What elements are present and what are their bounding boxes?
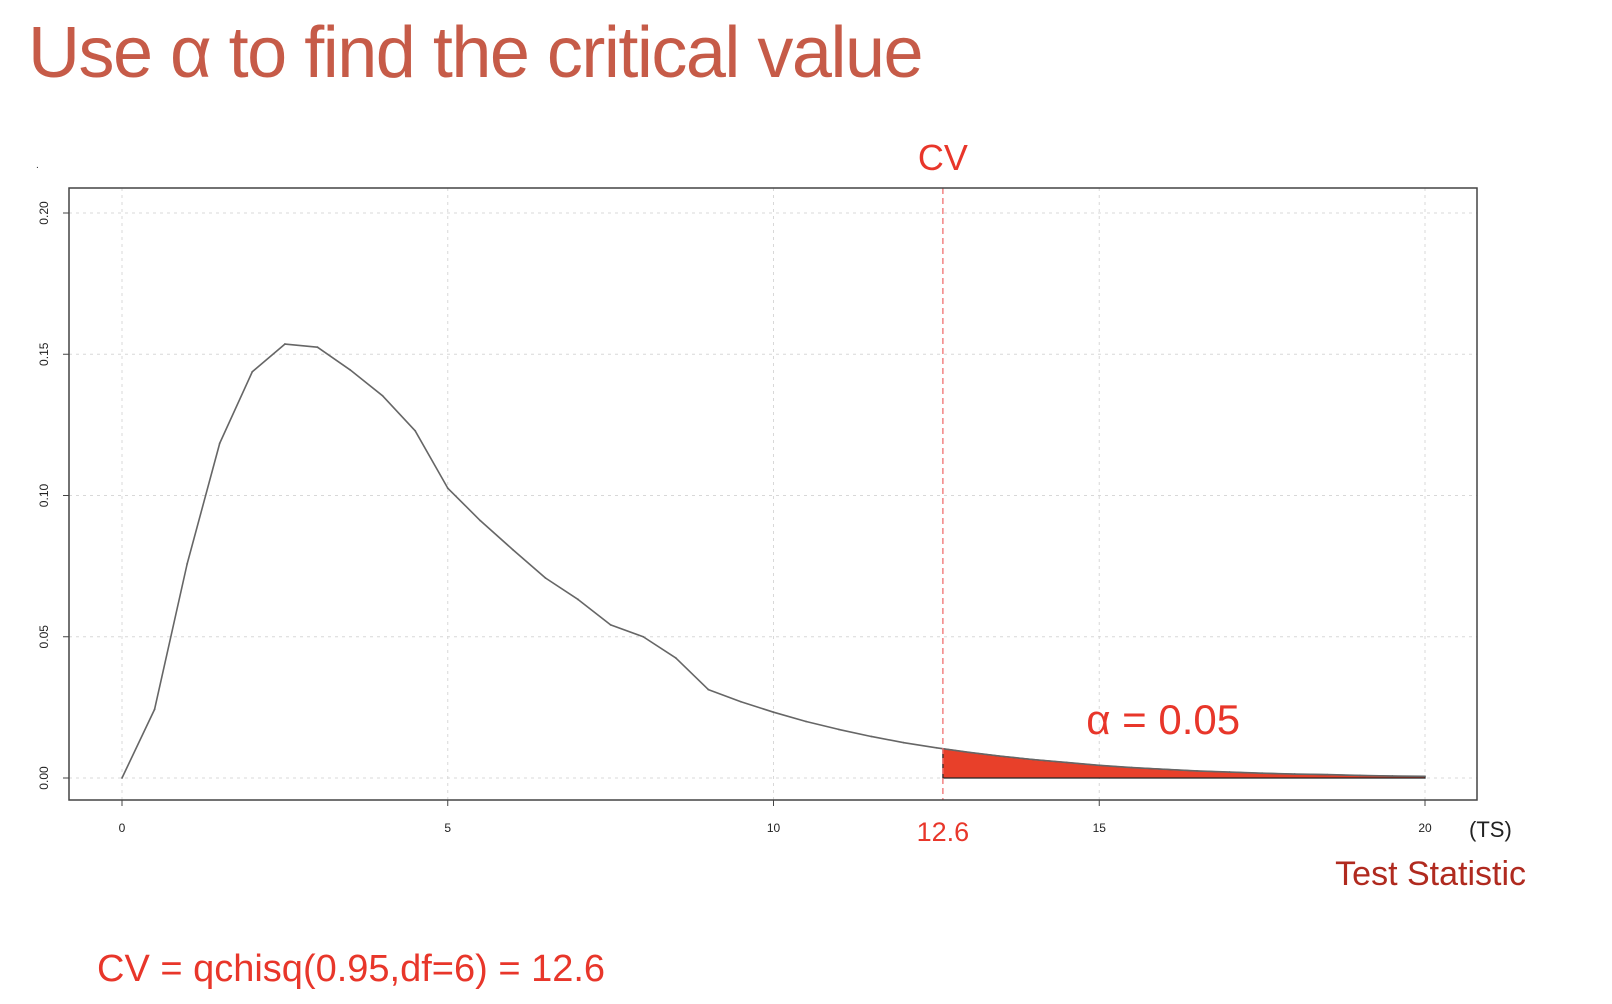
curve-point [1358, 774, 1361, 777]
x-tick-label: 15 [1093, 821, 1107, 835]
curve-point [642, 635, 645, 638]
curve-point [1391, 775, 1394, 777]
curve-point [1098, 764, 1101, 767]
curve-point [1196, 770, 1198, 772]
curve-point [935, 746, 938, 749]
curve-point [121, 777, 123, 779]
curve-point [1326, 773, 1329, 776]
curve-point [674, 657, 677, 659]
y-tick-label: 0.05 [37, 625, 51, 649]
critical-value-label: CV [918, 137, 968, 178]
curve-point [153, 708, 156, 711]
curve-point [1293, 773, 1296, 775]
curve-point [805, 720, 807, 723]
curve-point [577, 598, 579, 601]
x-axis: 0 5 10 15 20 [119, 800, 1432, 835]
curve-point [1000, 755, 1003, 758]
curve-point [837, 728, 840, 731]
curve-point [772, 711, 775, 714]
curve-point [283, 343, 286, 345]
curve-point [414, 429, 417, 432]
curve-point [609, 623, 612, 626]
curve-point [1130, 766, 1133, 769]
critical-value-number: 12.6 [917, 817, 970, 847]
curve-point [1261, 772, 1264, 775]
x-tick-label: 10 [767, 821, 781, 835]
y-tick-label: 0.10 [37, 483, 51, 507]
curve-point [902, 741, 905, 744]
stray-dot: . [36, 160, 39, 171]
x-tick-label: 20 [1418, 821, 1432, 835]
curve-point [251, 370, 254, 373]
curve-point [186, 562, 189, 565]
curve-point [218, 442, 221, 445]
curve-point [740, 700, 742, 703]
curve-point [381, 394, 384, 397]
y-tick-label: 0.00 [37, 766, 51, 790]
y-axis: 0.00 0.05 0.10 0.15 0.20 [37, 201, 69, 790]
curve-point [479, 519, 482, 522]
curve-point [870, 735, 873, 738]
grid [69, 188, 1477, 800]
curve-point [1033, 758, 1035, 761]
curve-point [707, 688, 710, 691]
curve-point [316, 346, 319, 349]
curve-point [1228, 771, 1231, 773]
curve-point [1163, 768, 1166, 771]
curve-point [544, 577, 547, 579]
x-unit-label: (TS) [1469, 817, 1512, 842]
x-tick-label: 0 [119, 821, 126, 835]
curve-point [512, 548, 514, 551]
curve-point [349, 368, 351, 371]
alpha-label: α = 0.05 [1086, 696, 1240, 743]
curve-point [1065, 761, 1068, 764]
alpha-tail-area [942, 747, 1426, 779]
slide-title: Use α to find the critical value [28, 13, 924, 93]
formula: CV = qchisq(0.95,df=6) = 12.6 [97, 948, 606, 990]
curve-point [446, 487, 449, 490]
x-tick-label: 5 [444, 821, 451, 835]
curve-point [1424, 775, 1426, 778]
curve-point [968, 751, 970, 754]
x-axis-label: Test Statistic [1335, 855, 1526, 893]
y-tick-label: 0.15 [37, 342, 51, 366]
y-tick-label: 0.20 [37, 201, 51, 225]
